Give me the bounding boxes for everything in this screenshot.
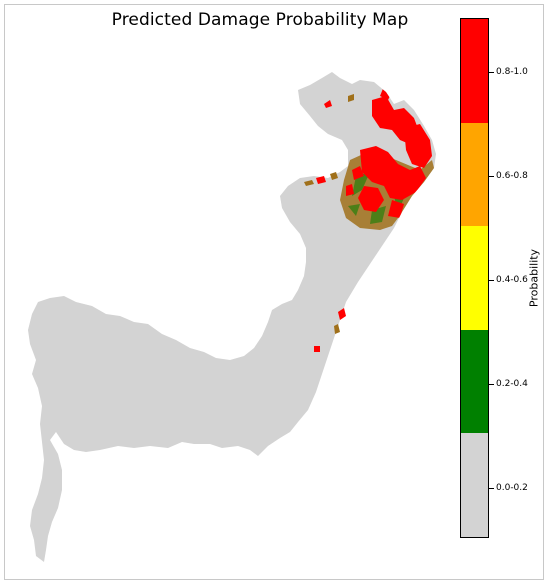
- legend-colorbar: [460, 18, 489, 538]
- legend-swatch-0.4-0.6: [461, 226, 488, 330]
- legend-tick: [489, 280, 494, 281]
- legend-tick: [489, 176, 494, 177]
- legend-swatch-0.6-0.8: [461, 122, 488, 227]
- legend-label-0.8-1.0: 0.8-1.0: [496, 67, 528, 77]
- damage-scatter-west: [304, 94, 354, 352]
- legend-tick: [489, 384, 494, 385]
- legend-label-0.4-0.6: 0.4-0.6: [496, 275, 528, 285]
- legend-label-0.0-0.2: 0.0-0.2: [496, 483, 528, 493]
- legend-swatch-0.2-0.4: [461, 329, 488, 434]
- map-title: Predicted Damage Probability Map: [111, 10, 409, 30]
- figure-frame: [4, 4, 544, 580]
- land-area: [28, 72, 436, 562]
- legend-label-0.6-0.8: 0.6-0.8: [496, 171, 528, 181]
- legend-tick: [489, 488, 494, 489]
- legend-swatch-0.8-1.0: [461, 19, 488, 123]
- legend-label-0.2-0.4: 0.2-0.4: [496, 379, 528, 389]
- legend-tick: [489, 72, 494, 73]
- legend-axis-label: Probability: [527, 248, 541, 308]
- legend-swatch-0.0-0.2: [461, 433, 488, 537]
- damage-cluster-northeast: [340, 86, 436, 230]
